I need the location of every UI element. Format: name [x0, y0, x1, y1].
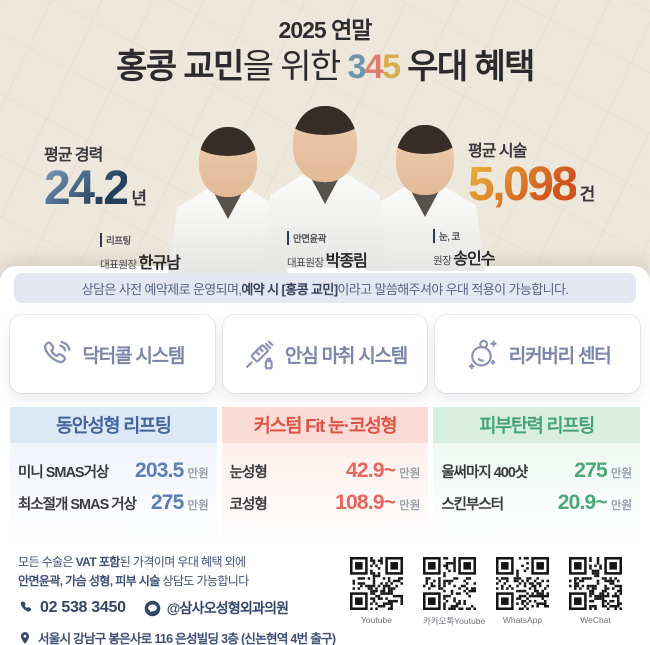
stat-unit: 년	[131, 189, 148, 208]
price-label: 스킨부스터	[441, 497, 504, 513]
qr-code	[350, 557, 403, 610]
service-label: 닥터콜 시스템	[82, 345, 185, 367]
doctor-name: 송인수	[453, 251, 495, 268]
kakao-handle: @삼사오성형외과의원	[144, 598, 289, 618]
service-card-doctor-call: 닥터콜 시스템	[10, 315, 215, 393]
phone-number: 02 538 3450	[18, 599, 126, 617]
qr-item: WeChat	[569, 557, 622, 627]
phone-icon	[20, 601, 32, 612]
price-row: 최소절개 SMAS 거상 275 만원	[18, 491, 209, 515]
qr-label: WeChat	[580, 615, 611, 625]
qr-code	[423, 557, 476, 610]
stat-label: 평균 경력	[44, 147, 103, 164]
vat-note: 모든 수술은 VAT 포함된 가격이며 우대 혜택 외에 안면윤곽, 가슴 성형,…	[18, 555, 249, 588]
service-row: 닥터콜 시스템 안심 마취 시스템 리커버리 센터	[10, 315, 641, 393]
doctor-specialty: 눈, 코	[433, 229, 495, 243]
title-digit-4: 4	[364, 48, 384, 86]
content-panel: 상담은 사전 예약제로 운영되며, 예약 시 [홍콩 교민] 이라고 말씀해주셔야…	[0, 266, 650, 645]
qr-label: WhatsApp	[502, 615, 543, 625]
location-pin-icon	[20, 631, 30, 644]
pricing-column-skin: 피부탄력 리프팅 울써마지 400샷 275 만원 스킨부스터 20.9~ 만원	[433, 407, 641, 547]
qr-code	[496, 557, 549, 610]
price-row: 울써마지 400샷 275 만원	[441, 459, 632, 483]
price-row: 미니 SMAS거상 203.5 만원	[18, 459, 209, 483]
stat-average-experience: 평균 경력 24.2 년	[44, 141, 147, 214]
price-label: 코성형	[229, 497, 268, 513]
doctor-title: 원장	[433, 255, 452, 267]
price-value: 203.5	[134, 459, 184, 482]
price-label: 최소절개 SMAS 거상	[18, 497, 137, 513]
reservation-notice: 상담은 사전 예약제로 운영되며, 예약 시 [홍콩 교민] 이라고 말씀해주셔야…	[14, 273, 636, 303]
title-mid: 을 위한	[242, 48, 348, 86]
price-value: 108.9~	[335, 491, 396, 514]
stat-value: 24.2	[44, 162, 130, 215]
doctor-photo	[250, 106, 400, 268]
doctor-title: 대표원장	[287, 257, 324, 269]
doctor-title: 대표원장	[100, 259, 137, 271]
doctor-name: 박종림	[325, 253, 368, 270]
year-badge: 2025 연말	[278, 17, 373, 43]
pricing-header: 커스텀 Fit 눈·코성형	[221, 407, 429, 443]
footer-info: 모든 수술은 VAT 포함된 가격이며 우대 혜택 외에 안면윤곽, 가슴 성형,…	[18, 553, 348, 645]
price-unit: 만원	[399, 468, 421, 480]
price-unit: 만원	[187, 500, 209, 512]
price-unit: 만원	[610, 500, 633, 512]
price-value: 275	[150, 491, 184, 514]
price-label: 눈성형	[229, 465, 268, 481]
address: 서울시 강남구 봉은사로 116 은성빌딩 3층 (신논현역 4번 출구)	[18, 628, 348, 645]
doctor-head	[396, 125, 454, 195]
notice-highlight: 예약 시 [홍콩 교민]	[241, 281, 338, 297]
service-label: 안심 마취 시스템	[284, 345, 408, 367]
price-row: 스킨부스터 20.9~ 만원	[441, 491, 632, 515]
doctor-head	[293, 106, 357, 182]
price-value: 20.9~	[557, 491, 608, 514]
title-benefit: 우대 혜택	[399, 48, 535, 86]
price-unit: 만원	[399, 500, 421, 512]
qr-item: Youtube	[350, 557, 403, 627]
phone-call-icon	[44, 340, 71, 363]
qr-item: 카카오톡Youtube	[423, 557, 486, 627]
stat-average-procedures: 평균 시술 5,098 건	[468, 137, 595, 210]
pricing-section: 동안성형 리프팅 미니 SMAS거상 203.5 만원 최소절개 SMAS 거상 27…	[10, 407, 641, 547]
doctor-label: 리프팅 대표원장 한규남	[100, 233, 181, 273]
stat-value: 5,098	[468, 158, 578, 211]
doctor-label: 눈, 코 원장 송인수	[433, 229, 496, 269]
service-card-anesthesia: 안심 마취 시스템	[222, 315, 428, 393]
pricing-column-lifting: 동안성형 리프팅 미니 SMAS거상 203.5 만원 최소절개 SMAS 거상 27…	[10, 407, 217, 547]
price-label: 울써마지 400샷	[441, 465, 528, 481]
price-label: 미니 SMAS거상	[18, 465, 109, 481]
price-unit: 만원	[610, 468, 633, 480]
service-label: 리커버리 센터	[508, 345, 612, 367]
pricing-header: 동안성형 리프팅	[10, 407, 217, 443]
doctor-specialty: 안면윤곽	[287, 231, 367, 245]
qr-code-row: Youtube 카카오톡Youtube WhatsApp WeChat	[350, 557, 622, 627]
service-card-recovery: 리커버리 센터	[435, 315, 641, 393]
qr-item: WhatsApp	[496, 557, 549, 627]
doctor-label: 안면윤곽 대표원장 박종림	[287, 231, 368, 271]
doctor-name: 한규남	[138, 255, 181, 272]
doctor-specialty: 리프팅	[100, 233, 180, 247]
pricing-column-eye-nose: 커스텀 Fit 눈·코성형 눈성형 42.9~ 만원 코성형 108.9~ 만원	[221, 407, 429, 547]
title-digit-3: 3	[347, 48, 366, 86]
qr-label: Youtube	[361, 615, 392, 625]
main-title: 홍콩 교민을 위한 345 우대 혜택	[0, 39, 650, 88]
pricing-header: 피부탄력 리프팅	[433, 407, 641, 443]
title-audience: 홍콩 교민	[116, 48, 244, 86]
price-value: 275	[574, 459, 607, 482]
price-row: 코성형 108.9~ 만원	[230, 491, 421, 515]
price-value: 42.9~	[346, 459, 396, 482]
recovery-face-icon	[468, 339, 497, 369]
doctor-head	[199, 127, 257, 197]
doctor-coat	[261, 173, 389, 268]
price-row: 눈성형 42.9~ 만원	[230, 459, 421, 483]
kakaotalk-icon	[144, 600, 160, 616]
syringe-icon	[245, 340, 274, 369]
price-unit: 만원	[187, 468, 209, 480]
stat-unit: 건	[579, 185, 596, 204]
stat-label: 평균 시술	[468, 143, 527, 160]
title-digit-5: 5	[382, 48, 401, 86]
qr-code	[569, 557, 622, 610]
qr-label: 카카오톡Youtube	[423, 616, 486, 626]
